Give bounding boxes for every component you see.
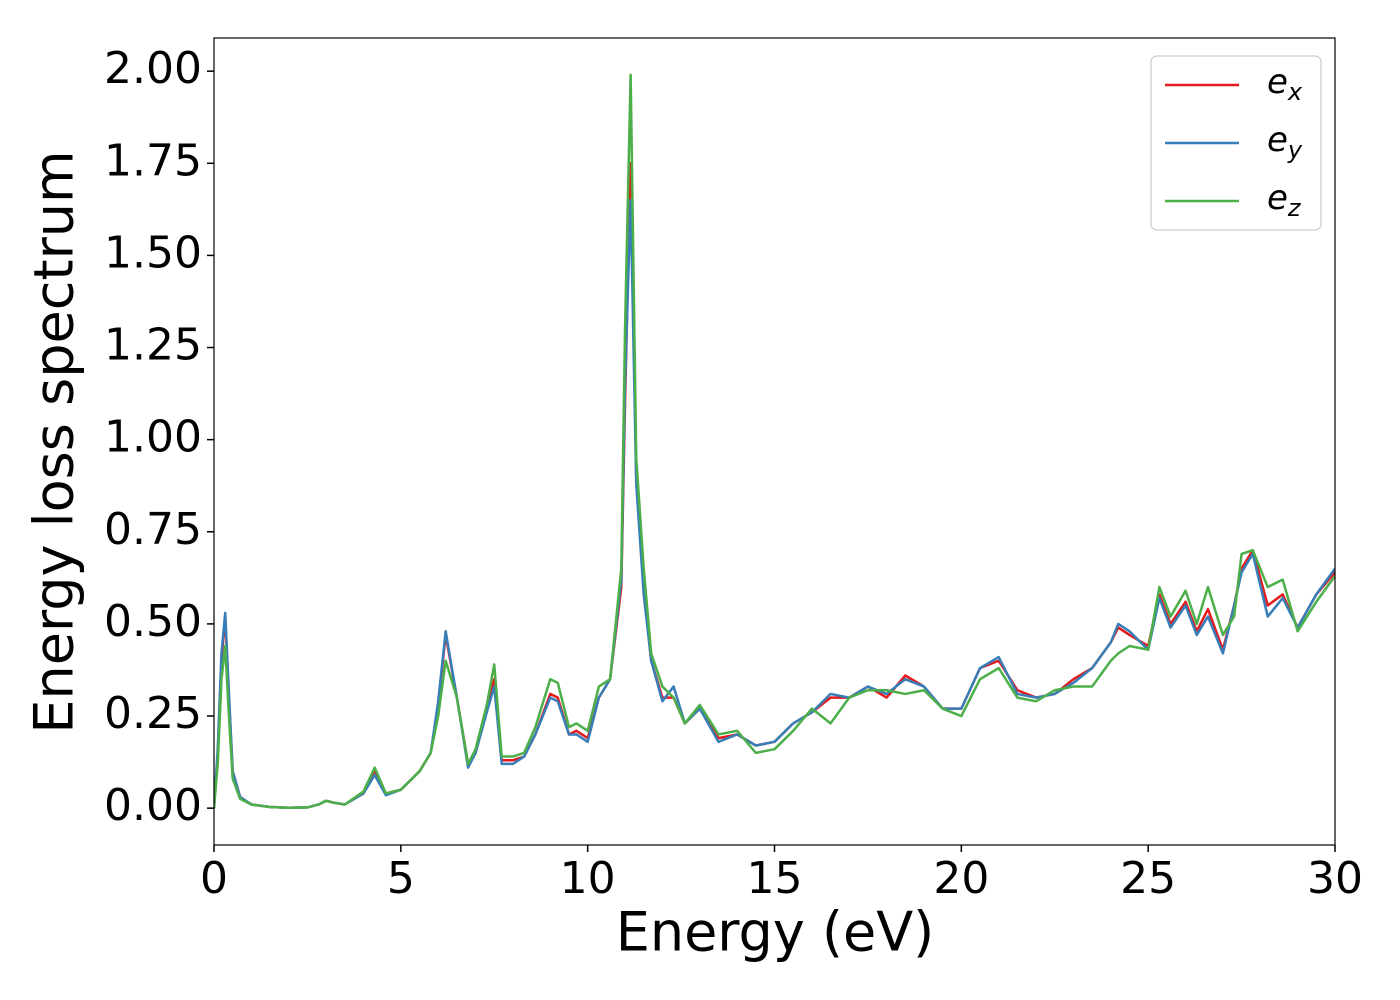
- data-line: [214, 73, 1335, 810]
- x-tick-label: 30: [1307, 853, 1363, 904]
- x-tick-label: 15: [747, 853, 803, 904]
- y-tick-label: 1.25: [104, 320, 202, 371]
- y-tick-label: 0.25: [104, 688, 202, 739]
- y-tick-label: 0.00: [104, 780, 202, 831]
- data-line: [214, 162, 1335, 810]
- y-tick-label: 1.50: [104, 227, 202, 278]
- y-tick-label: 1.75: [104, 135, 202, 186]
- data-line: [214, 198, 1335, 810]
- x-tick-label: 25: [1120, 853, 1176, 904]
- x-tick-label: 10: [560, 853, 616, 904]
- y-tick-label: 1.00: [104, 412, 202, 463]
- plot-frame: [213, 37, 1336, 846]
- legend-label: ey: [1267, 120, 1303, 165]
- y-tick-label: 2.00: [104, 43, 202, 94]
- x-axis-label: Energy (eV): [616, 901, 935, 964]
- y-axis-label: Energy loss spectrum: [23, 150, 86, 733]
- x-tick-label: 5: [387, 853, 415, 904]
- y-tick-label: 0.75: [104, 504, 202, 555]
- x-tick-label: 0: [200, 853, 228, 904]
- y-tick-label: 0.50: [104, 596, 202, 647]
- x-tick-label: 20: [933, 853, 989, 904]
- legend-label: ez: [1267, 178, 1302, 223]
- legend-label: ex: [1267, 62, 1303, 107]
